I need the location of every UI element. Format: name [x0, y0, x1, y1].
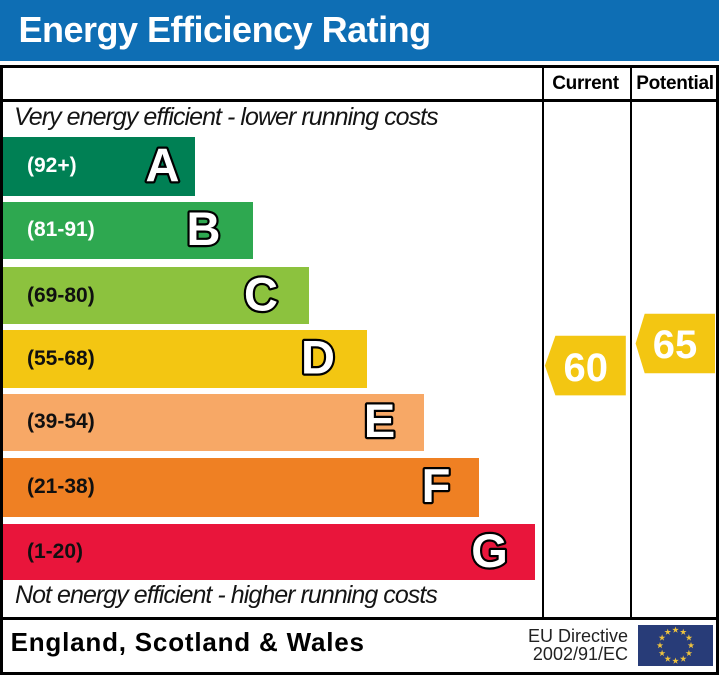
- svg-text:65: 65: [653, 323, 698, 367]
- svg-text:B: B: [187, 202, 221, 255]
- svg-text:F: F: [422, 459, 451, 512]
- svg-text:G: G: [471, 524, 508, 577]
- svg-text:E: E: [364, 394, 395, 447]
- svg-text:A: A: [146, 138, 180, 191]
- svg-text:60: 60: [564, 346, 609, 390]
- svg-text:C: C: [244, 268, 278, 321]
- svg-text:D: D: [301, 331, 335, 384]
